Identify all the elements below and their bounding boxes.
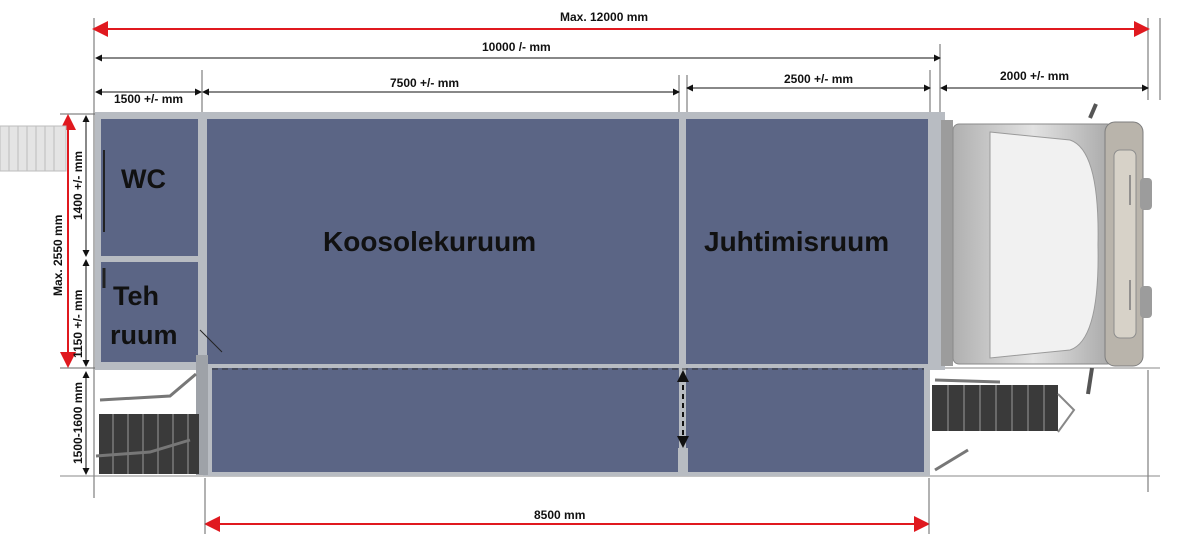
dim-max-length: Max. 12000 mm [92,10,1150,37]
meeting-room [207,119,679,364]
room-label-control: Juhtimisruum [704,226,889,257]
double-arrow-icon [677,370,689,448]
dim-max-width-label: Max. 2550 mm [51,215,65,296]
room-label-wc: WC [121,164,166,194]
dim-control-length-label: 2500 +/- mm [784,72,853,86]
dim-total-length-label: 10000 /- mm [482,40,551,54]
dim-max-width: Max. 2550 mm [51,114,76,368]
control-room [686,119,928,364]
dim-wc-length-label: 1500 +/- mm [114,92,183,106]
dim-tech-width: 1150 +/- mm [71,259,90,367]
dim-wc-width-label: 1400 +/- mm [71,151,85,220]
dim-meeting-length: 7500 +/- mm [202,76,680,96]
dim-max-length-label: Max. 12000 mm [560,10,648,24]
dim-extension-length-label: 8500 mm [534,508,585,522]
dim-wc-length: 1500 +/- mm [95,88,202,106]
room-label-tech-line2: ruum [110,320,178,350]
dim-extension-length: 8500 mm [204,478,930,534]
dim-extension-width-label: 1500-1600 mm [71,382,85,464]
room-label-meeting: Koosolekuruum [323,226,536,257]
dim-wc-width: 1400 +/- mm [71,115,90,257]
dim-total-length: 10000 /- mm [95,40,941,62]
dim-meeting-length-label: 7500 +/- mm [390,76,459,90]
stairs-icon [0,125,67,172]
dim-cab-length-label: 2000 +/- mm [1000,69,1069,83]
stairs-icon [95,372,199,474]
dim-extension-width: 1500-1600 mm [71,371,90,475]
dim-cab-length: 2000 +/- mm [940,69,1149,92]
room-label-tech-line1: Teh [113,281,159,311]
wc-room [101,119,198,256]
truck-cab-icon [941,103,1152,395]
dim-control-length: 2500 +/- mm [686,72,931,92]
stairs-icon [932,378,1076,472]
slide-out-extension [196,355,930,476]
tech-room [101,262,198,362]
dim-tech-width-label: 1150 +/- mm [71,290,85,358]
container-body [95,112,945,370]
